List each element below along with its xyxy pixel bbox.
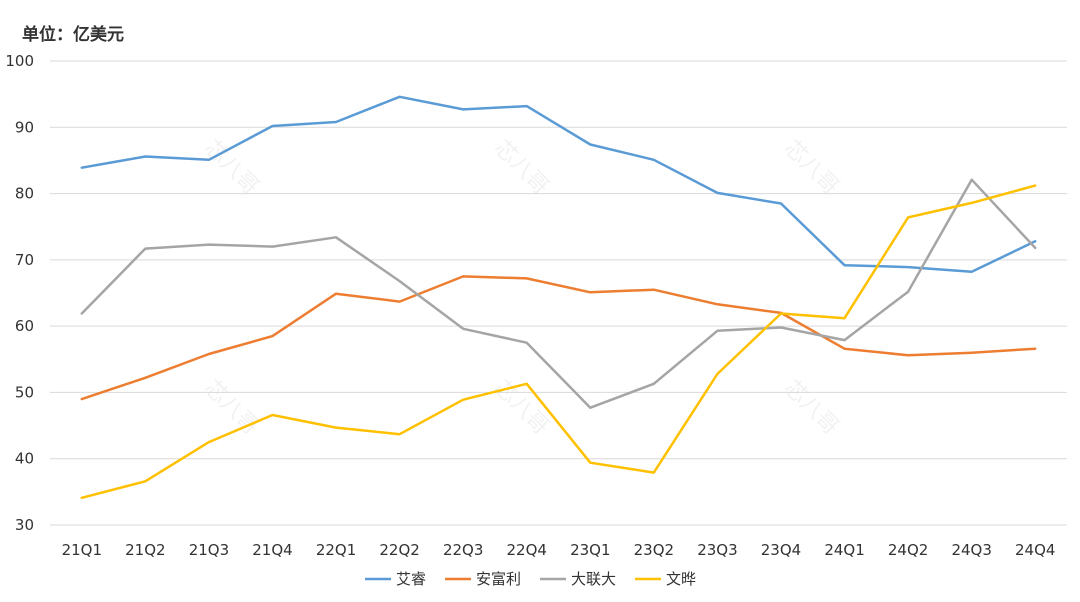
legend-label: 大联大 bbox=[571, 570, 616, 588]
x-tick-label: 22Q4 bbox=[507, 541, 547, 559]
y-tick-label: 40 bbox=[15, 450, 34, 468]
legend-label: 艾睿 bbox=[396, 570, 426, 588]
x-tick-label: 21Q1 bbox=[62, 541, 102, 559]
unit-label: 单位：亿美元 bbox=[22, 25, 124, 45]
x-tick-label: 22Q2 bbox=[379, 541, 419, 559]
series-line-安富利 bbox=[80, 275, 1037, 401]
x-tick-label: 21Q4 bbox=[252, 541, 292, 559]
x-tick-label: 24Q3 bbox=[951, 541, 991, 559]
x-tick-label: 23Q2 bbox=[634, 541, 674, 559]
legend-label: 文晔 bbox=[666, 570, 696, 588]
y-tick-label: 90 bbox=[15, 118, 34, 136]
y-tick-label: 60 bbox=[15, 317, 34, 335]
x-tick-label: 24Q4 bbox=[1015, 541, 1055, 559]
x-tick-label: 21Q3 bbox=[189, 541, 229, 559]
y-tick-label: 100 bbox=[5, 52, 34, 70]
x-tick-label: 23Q3 bbox=[697, 541, 737, 559]
y-tick-label: 30 bbox=[15, 516, 34, 534]
y-tick-label: 80 bbox=[15, 185, 34, 203]
x-tick-label: 24Q1 bbox=[824, 541, 864, 559]
x-tick-label: 21Q2 bbox=[125, 541, 165, 559]
x-tick-label: 23Q1 bbox=[570, 541, 610, 559]
series-line-文晔 bbox=[80, 184, 1037, 500]
y-tick-label: 70 bbox=[15, 251, 34, 269]
x-tick-label: 22Q3 bbox=[443, 541, 483, 559]
legend-label: 安富利 bbox=[476, 570, 521, 588]
y-tick-label: 50 bbox=[15, 383, 34, 401]
series-line-大联大 bbox=[80, 178, 1037, 409]
x-tick-label: 24Q2 bbox=[888, 541, 928, 559]
x-tick-label: 22Q1 bbox=[316, 541, 356, 559]
x-tick-label: 23Q4 bbox=[761, 541, 801, 559]
